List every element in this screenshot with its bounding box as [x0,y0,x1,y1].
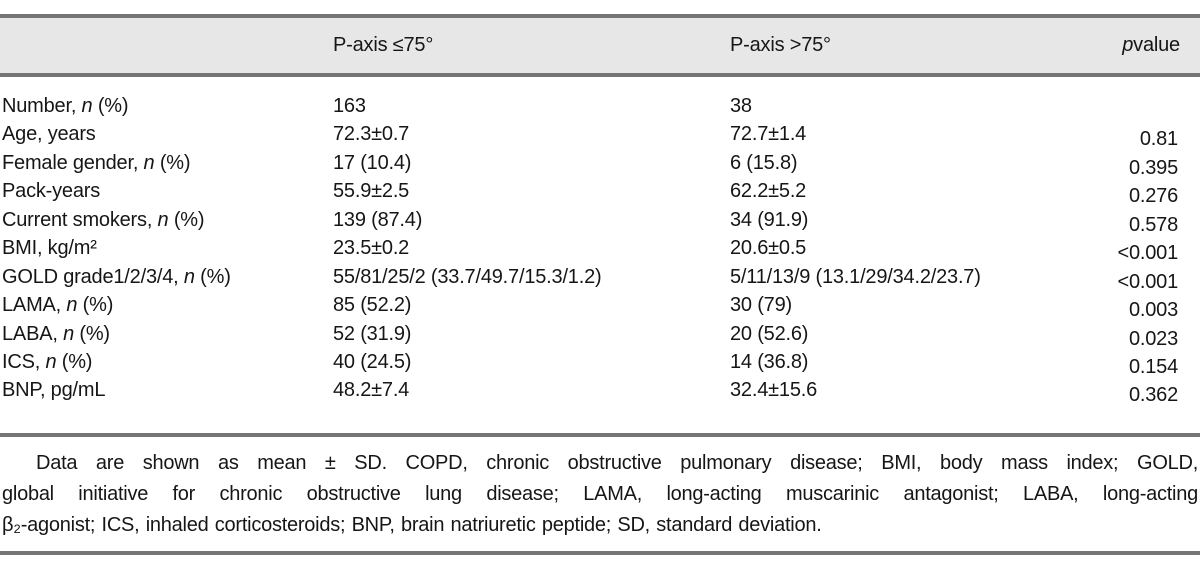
value-p: 0.276 [1128,185,1178,208]
value-paxis-le75: 163 [333,95,366,117]
table-bottom-rule [0,551,1200,555]
row-label: ICS, n (%) [2,350,93,373]
table-row: Pack-years 55.9±2.5 62.2±5.2 0.276 [0,177,1200,207]
row-label: LAMA, n (%) [2,294,114,317]
value-paxis-le75: 72.3±0.7 [333,123,410,146]
column-header-p-value: p value [1122,34,1180,56]
row-label: Female gender, n (%) [2,151,191,174]
header-bottom-rule [0,73,1200,77]
value-p: 0.81 [1139,128,1178,151]
value-paxis-gt75: 6 (15.8) [730,151,798,174]
value-paxis-gt75: 34 (91.9) [730,208,809,231]
table-row: Number, n (%) 163 38 [0,92,1200,120]
footnote-line: Data are shown as mean ± SD. COPD, chron… [36,452,1198,474]
value-paxis-gt75: 72.7±1.4 [730,123,807,146]
value-paxis-gt75: 30 (79) [730,294,792,317]
table-row: BNP, pg/mL 48.2±7.4 32.4±15.6 0.362 [0,376,1200,406]
row-label: GOLD grade1/2/3/4, n (%) [2,265,231,288]
value-paxis-gt75: 14 (36.8) [730,350,809,373]
value-paxis-gt75: 32.4±15.6 [730,379,818,402]
value-p: 0.362 [1128,384,1178,407]
table-footnote: Data are shown as mean ± SD. COPD, chron… [2,448,1198,541]
value-paxis-gt75: 5/11/13/9 (13.1/29/34.2/23.7) [730,265,981,288]
column-header-paxis-le75: P-axis ≤75° [333,34,434,56]
value-p: <0.001 [1117,270,1178,293]
table-row: Female gender, n (%) 17 (10.4) 6 (15.8) … [0,149,1200,179]
table-top-rule [0,14,1200,18]
body-bottom-rule [0,433,1200,437]
table-row: Current smokers, n (%) 139 (87.4) 34 (91… [0,206,1200,236]
table-header-row: P-axis ≤75° P-axis >75° p value [0,18,1200,73]
row-label: BNP, pg/mL [2,379,106,402]
value-paxis-gt75: 20 (52.6) [730,322,809,345]
value-paxis-le75: 52 (31.9) [333,322,412,345]
value-paxis-le75: 48.2±7.4 [333,379,410,402]
table-row: Age, years 72.3±0.7 72.7±1.4 0.81 [0,120,1200,150]
value-paxis-le75: 139 (87.4) [333,208,423,231]
row-label: LABA, n (%) [2,322,110,345]
row-label: Age, years [2,123,96,146]
value-paxis-le75: 85 (52.2) [333,294,412,317]
value-paxis-gt75: 20.6±0.5 [730,237,807,260]
value-paxis-le75: 40 (24.5) [333,350,412,373]
table-row: GOLD grade1/2/3/4, n (%) 55/81/25/2 (33.… [0,263,1200,293]
value-paxis-gt75: 62.2±5.2 [730,180,807,203]
column-header-paxis-gt75: P-axis >75° [730,34,831,56]
value-p: 0.578 [1128,213,1178,236]
table-row: LABA, n (%) 52 (31.9) 20 (52.6) 0.023 [0,320,1200,350]
value-paxis-gt75: 38 [730,95,752,117]
value-p: 0.023 [1128,327,1178,350]
value-paxis-le75: 23.5±0.2 [333,237,410,260]
table-row: ICS, n (%) 40 (24.5) 14 (36.8) 0.154 [0,348,1200,378]
footnote-line: β₂-agonist; ICS, inhaled corticosteroids… [2,514,822,536]
value-p: 0.395 [1128,156,1178,179]
table-body: Number, n (%) 163 38 Age, years 72.3±0.7… [0,92,1200,406]
row-label: Number, n (%) [2,95,129,117]
row-label: BMI, kg/m² [2,237,97,260]
value-paxis-le75: 55/81/25/2 (33.7/49.7/15.3/1.2) [333,265,602,288]
table-row: LAMA, n (%) 85 (52.2) 30 (79) 0.003 [0,291,1200,321]
row-label: Pack-years [2,180,101,203]
value-paxis-le75: 55.9±2.5 [333,180,410,203]
value-p: 0.154 [1128,355,1178,378]
value-paxis-le75: 17 (10.4) [333,151,412,174]
table-row: BMI, kg/m² 23.5±0.2 20.6±0.5 <0.001 [0,234,1200,264]
row-label: Current smokers, n (%) [2,208,205,231]
footnote-line: global initiative for chronic obstructiv… [2,483,1198,505]
value-p: <0.001 [1117,242,1178,265]
value-p: 0.003 [1128,299,1178,322]
